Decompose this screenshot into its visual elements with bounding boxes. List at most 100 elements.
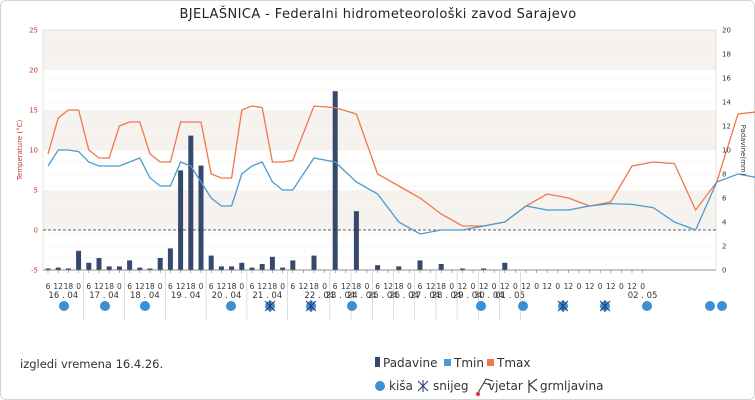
date-tick-label: 18 . 04 bbox=[130, 291, 160, 301]
footer-note: izgledi vremena 16.4.26. bbox=[20, 357, 163, 371]
hour-tick-label: 12 bbox=[426, 282, 436, 291]
hour-tick-label: 6 bbox=[168, 282, 173, 291]
hour-tick-label: 12 bbox=[521, 282, 531, 291]
padavine-bar bbox=[45, 268, 51, 270]
hour-tick-label: 18 bbox=[352, 282, 362, 291]
kisa-icon bbox=[476, 301, 486, 311]
legend-vjetar: vjetar bbox=[488, 379, 523, 393]
padavine-bar bbox=[459, 268, 465, 270]
hour-tick-label: 18 bbox=[145, 282, 155, 291]
hour-tick-label: 12 bbox=[341, 282, 351, 291]
right-tick-label: 14 bbox=[722, 99, 731, 107]
padavine-bar bbox=[239, 262, 245, 270]
hour-tick-label: 6 bbox=[418, 282, 423, 291]
hour-tick-label: 18 bbox=[394, 282, 404, 291]
hour-tick-label: 0 bbox=[365, 282, 370, 291]
padavine-bar bbox=[208, 255, 214, 270]
hour-tick-label: 18 bbox=[436, 282, 446, 291]
date-tick-labels: 16 . 04 17 . 04 18 . 04 19 . 04 20 . 04 21 . … bbox=[48, 270, 657, 320]
legend-tmax: Tmax bbox=[496, 356, 530, 370]
date-tick-label: 28 . 04 bbox=[432, 291, 462, 301]
hour-tick-label: 18 bbox=[227, 282, 237, 291]
kisa-icon bbox=[518, 301, 528, 311]
legend-grmljavina: grmljavina bbox=[540, 379, 603, 393]
padavine-bar bbox=[178, 170, 184, 270]
padavine-bar bbox=[167, 248, 173, 270]
padavine-bar bbox=[106, 266, 112, 270]
hour-tick-label: 0 bbox=[640, 282, 645, 291]
kisa-icon bbox=[642, 301, 652, 311]
right-tick-label: 8 bbox=[722, 171, 726, 179]
padavine-bar bbox=[157, 258, 163, 270]
date-tick-label: 16 . 04 bbox=[48, 291, 78, 301]
legend-snijeg: snijeg bbox=[433, 379, 469, 393]
vjetar-icon bbox=[476, 378, 494, 396]
padavine-bar bbox=[259, 264, 265, 270]
hour-tick-label: 12 bbox=[627, 282, 637, 291]
padavine-bar bbox=[147, 268, 153, 270]
left-tick-label: 20 bbox=[29, 67, 38, 75]
date-tick-label: 25 . 04 bbox=[368, 291, 398, 301]
hour-tick-label: 12 bbox=[458, 282, 468, 291]
padavine-bar bbox=[280, 267, 286, 270]
chart-title: BJELAŠNICA - Federalni hidrometeorološki… bbox=[179, 6, 576, 22]
hour-tick-label: 0 bbox=[76, 282, 81, 291]
hour-tick-label: 0 bbox=[239, 282, 244, 291]
legend-tmin: Tmin bbox=[453, 356, 484, 370]
hour-tick-label: 6 bbox=[127, 282, 132, 291]
padavine-bar bbox=[65, 268, 71, 270]
right-tick-label: 2 bbox=[722, 243, 726, 251]
padavine-bar bbox=[86, 262, 92, 270]
date-tick-label: 30 . 04 bbox=[474, 291, 504, 301]
hour-tick-label: 0 bbox=[513, 282, 518, 291]
padavine-bar bbox=[76, 250, 82, 270]
left-tick-label: 25 bbox=[29, 27, 38, 35]
hour-tick-label: 6 bbox=[290, 282, 295, 291]
hour-tick-label: 0 bbox=[280, 282, 285, 291]
date-tick-label: 21 . 04 bbox=[252, 291, 282, 301]
kisa-icon bbox=[59, 301, 69, 311]
hour-tick-label: 12 bbox=[135, 282, 145, 291]
padavine-bar bbox=[375, 265, 381, 270]
padavine-legend-swatch bbox=[375, 357, 380, 367]
legend-padavine: Padavine bbox=[383, 356, 437, 370]
right-tick-label: 18 bbox=[722, 51, 731, 59]
hour-tick-label: 12 bbox=[217, 282, 227, 291]
snijeg-icon bbox=[417, 380, 429, 392]
padavine-bar bbox=[229, 266, 235, 270]
kisa-icon bbox=[347, 301, 357, 311]
hour-tick-label: 0 bbox=[598, 282, 603, 291]
hour-tick-label: 12 bbox=[257, 282, 267, 291]
date-tick-label: 20 . 04 bbox=[212, 291, 242, 301]
snijeg-icon bbox=[264, 300, 276, 312]
date-tick-label: 01 . 05 bbox=[495, 291, 525, 301]
snijeg-icon bbox=[305, 300, 317, 312]
weather-symbols bbox=[59, 300, 727, 312]
hour-tick-label: 0 bbox=[407, 282, 412, 291]
right-tick-label: 12 bbox=[722, 123, 731, 131]
plot-band bbox=[43, 110, 716, 150]
kisa-icon bbox=[375, 381, 385, 391]
hour-tick-label: 6 bbox=[209, 282, 214, 291]
kisa-icon bbox=[226, 301, 236, 311]
padavine-bars bbox=[45, 91, 508, 270]
padavine-bar bbox=[290, 260, 296, 270]
hour-tick-label: 6 bbox=[333, 282, 338, 291]
snijeg-icon bbox=[557, 300, 569, 312]
hour-tick-label: 6 bbox=[86, 282, 91, 291]
hour-tick-label: 18 bbox=[268, 282, 278, 291]
right-tick-label: 4 bbox=[722, 219, 727, 227]
hour-tick-label: 12 bbox=[564, 282, 574, 291]
hour-tick-label: 12 bbox=[94, 282, 104, 291]
hour-tick-label: 12 bbox=[585, 282, 595, 291]
hour-tick-label: 0 bbox=[555, 282, 560, 291]
hour-tick-label: 12 bbox=[53, 282, 63, 291]
date-tick-label: 24 . 04 bbox=[347, 291, 377, 301]
hour-tick-label: 12 bbox=[383, 282, 393, 291]
padavine-bar bbox=[481, 268, 487, 270]
hour-tick-label: 18 bbox=[104, 282, 114, 291]
kisa-icon bbox=[717, 301, 727, 311]
date-tick-label: 27 . 04 bbox=[410, 291, 440, 301]
date-tick-label: 26 . 04 bbox=[389, 291, 419, 301]
